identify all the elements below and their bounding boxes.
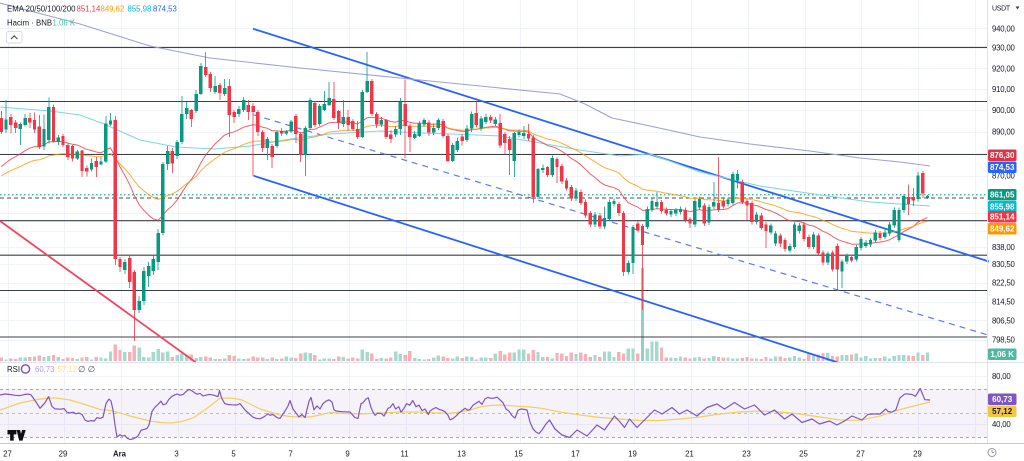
svg-text:29: 29 xyxy=(913,450,922,459)
svg-text:9: 9 xyxy=(345,450,349,459)
svg-text:874,53: 874,53 xyxy=(153,5,177,14)
svg-text:806,50: 806,50 xyxy=(992,316,1016,325)
svg-text:USDT: USDT xyxy=(992,6,1011,13)
svg-text:27: 27 xyxy=(856,450,865,459)
svg-text:5: 5 xyxy=(231,450,236,459)
svg-text:849,62: 849,62 xyxy=(990,225,1015,234)
svg-text:851,14: 851,14 xyxy=(77,5,102,14)
svg-text:874,53: 874,53 xyxy=(990,163,1015,172)
svg-text:60,73: 60,73 xyxy=(35,365,55,374)
svg-text:EMA 20/50/100/200: EMA 20/50/100/200 xyxy=(7,5,76,14)
svg-text:910,00: 910,00 xyxy=(992,85,1016,94)
svg-text:Ara: Ara xyxy=(113,450,127,459)
svg-text:Hacim · BNB: Hacim · BNB xyxy=(7,19,52,28)
svg-text:3: 3 xyxy=(174,450,178,459)
svg-text:40,00: 40,00 xyxy=(992,420,1011,429)
svg-text:15: 15 xyxy=(514,450,523,459)
svg-text:855,98: 855,98 xyxy=(990,203,1015,212)
svg-text:900,00: 900,00 xyxy=(992,106,1016,115)
svg-text:17: 17 xyxy=(571,450,580,459)
svg-text:7: 7 xyxy=(288,450,292,459)
svg-text:798,50: 798,50 xyxy=(992,335,1016,344)
svg-text:940,00: 940,00 xyxy=(992,24,1016,33)
svg-text:890,00: 890,00 xyxy=(992,128,1016,137)
svg-text:23: 23 xyxy=(742,450,751,459)
svg-text:849,62: 849,62 xyxy=(101,5,125,14)
svg-text:851,14: 851,14 xyxy=(990,213,1015,222)
svg-text:855,98: 855,98 xyxy=(128,5,152,14)
svg-text:870,00: 870,00 xyxy=(992,171,1016,180)
svg-text:11: 11 xyxy=(400,450,408,459)
svg-text:861,05: 861,05 xyxy=(990,191,1015,200)
svg-text:57,12: 57,12 xyxy=(992,407,1013,416)
svg-text:19: 19 xyxy=(628,450,637,459)
svg-text:29: 29 xyxy=(59,450,68,459)
svg-text:60,73: 60,73 xyxy=(992,395,1013,404)
svg-text:1,06 K: 1,06 K xyxy=(990,350,1014,359)
svg-text:57,12: 57,12 xyxy=(58,365,78,374)
svg-text:838,00: 838,00 xyxy=(992,243,1016,252)
svg-text:930,00: 930,00 xyxy=(992,44,1016,53)
svg-text:27: 27 xyxy=(3,450,12,459)
svg-text:13: 13 xyxy=(457,450,466,459)
svg-text:RSI: RSI xyxy=(7,365,20,374)
svg-text:25: 25 xyxy=(799,450,808,459)
svg-text:80,00: 80,00 xyxy=(992,372,1011,381)
svg-text:830,50: 830,50 xyxy=(992,260,1016,269)
svg-text:822,50: 822,50 xyxy=(992,279,1016,288)
svg-text:920,00: 920,00 xyxy=(992,64,1016,73)
svg-text:1,06 K: 1,06 K xyxy=(53,19,76,28)
svg-text:814,50: 814,50 xyxy=(992,297,1016,306)
svg-text:∅ ∅: ∅ ∅ xyxy=(78,364,96,374)
svg-text:876,30: 876,30 xyxy=(990,151,1015,160)
svg-text:21: 21 xyxy=(685,450,694,459)
